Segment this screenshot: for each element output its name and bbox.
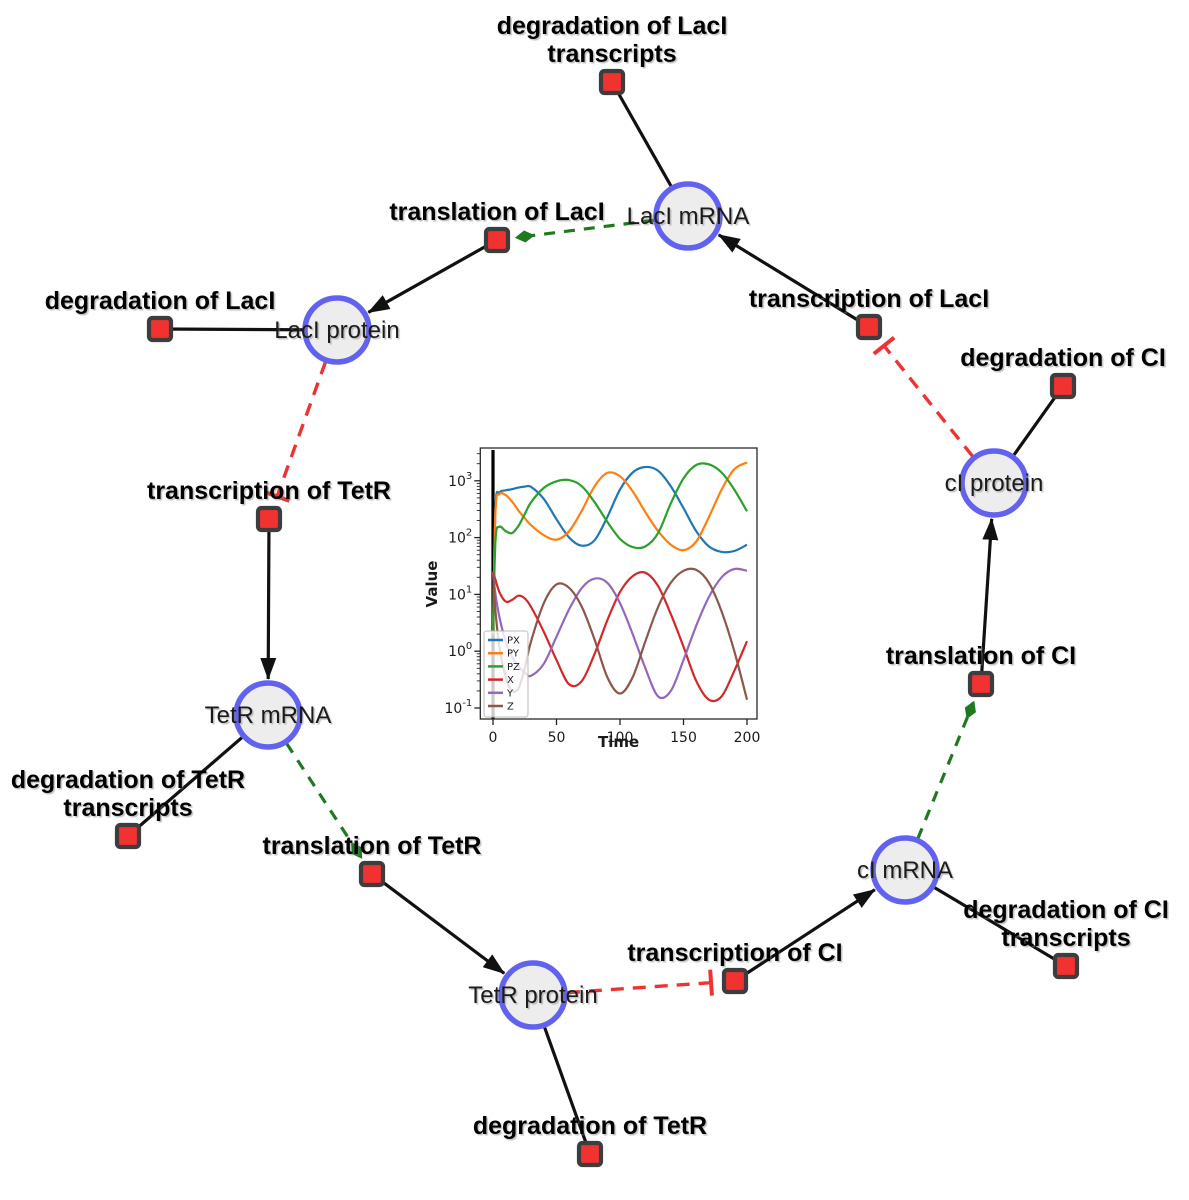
chart-legend-box [483,630,529,718]
y-tick-label: 100 [448,641,472,660]
edge-production-tx_tetr-tetr_mrna [260,518,277,681]
species-node-tetr_mrna [233,680,303,750]
edge-modifier-ci_mrna-transl_ci [916,700,976,840]
y-tick-label: 10-1 [444,698,472,717]
chart-series-PY-line [491,461,748,635]
x-tick-label: 200 [734,730,761,746]
species-node-ci_mrna [870,835,940,905]
reaction-node-transl_tetr [358,860,386,888]
species-label-tetr_protein: TetR protein [468,982,597,1009]
reaction-node-deg_tetr [576,1140,604,1168]
legend-label-PX: PX [507,636,520,647]
chart-series-X-line [491,571,749,703]
species-node-laci_protein [302,295,372,365]
x-tick-label: 150 [670,730,697,746]
species-label-ci_mrna: cI mRNA [857,857,953,884]
reaction-label-deg_tetr: degradation of TetR [473,1112,707,1140]
edge-inhibition-tetr_protein-tx_ci-tee-icon [708,969,714,996]
edge-inhibition-tetr_protein-tx_ci [566,980,712,995]
legend-label-Y: Y [506,688,514,699]
edge-production-transl_laci-laci_protein [367,238,498,314]
y-tick-label: 103 [448,471,472,490]
reaction-label-tx_tetr: transcription of TetR [147,477,391,505]
edge-modifier-tetr_mrna-transl_tetr [285,742,363,859]
chart-series-PZ-line [491,462,748,635]
reaction-node-deg_laci [146,315,174,343]
reaction-label-deg_ci_tx: degradation of CI transcripts [963,896,1169,952]
chart-axes-box [479,447,758,720]
legend-label-PY: PY [507,649,520,660]
edge-inhibition-ci_protein-tx_laci-tee-icon [872,336,896,356]
reaction-node-deg_ci [1049,372,1077,400]
x-tick-label: 50 [548,730,566,746]
inset-chart: 0 50 100 150 200 10-1 100 101 102 103 Time Value PX P… [423,447,761,751]
edge-production-transl_tetr-tetr_protein [371,872,506,975]
species-label-ci_protein: cI protein [945,470,1044,497]
reaction-label-transl_tetr: translation of TetR [263,832,482,860]
edge-production-tx_ci-ci_mrna [734,888,876,983]
reaction-label-deg_laci_tx: degradation of LacI transcripts [497,12,728,68]
reaction-node-transl_ci [967,670,995,698]
reaction-label-transl_ci: translation of CI [886,642,1076,670]
x-axis-label: Time [598,733,639,751]
species-node-tetr_protein [498,960,568,1030]
species-label-tetr_mrna: TetR mRNA [205,702,332,729]
chart-series-PX-line [491,465,748,635]
nodes-layer [114,68,1080,1168]
y-axis-label: Value [423,561,441,608]
species-label-laci_protein: LacI protein [274,317,399,344]
edge-inhibition-ci_protein-tx_laci [882,344,975,458]
species-node-ci_protein [959,448,1029,518]
reaction-label-tx_laci: transcription of LacI [749,285,989,313]
reaction-node-deg_ci_tx [1052,952,1080,980]
edge-inhibition-laci_protein-tx_tetr-tee-icon [264,490,291,503]
reaction-label-tx_ci: transcription of CI [627,939,842,967]
reaction-label-deg_ci: degradation of CI [960,344,1166,372]
edge-production-tx_laci-laci_mrna [717,233,870,329]
reaction-label-transl_laci: translation of LacI [389,198,604,226]
reaction-node-tx_tetr [255,505,283,533]
edge-production-transl_ci-ci_protein [979,517,999,685]
x-tick-label: 100 [607,730,634,746]
reaction-node-tx_laci [855,313,883,341]
edge-inhibition-laci_protein-tx_tetr [275,361,328,497]
labels-layer: LacI mRNA LacI protein TetR mRNA TetR prote… [11,12,1169,1140]
species-label-laci_mrna: LacI mRNA [627,203,750,230]
y-tick-label: 101 [448,584,472,603]
reaction-label-deg_laci: degradation of LacI [45,287,276,315]
edge-modifier-laci_mrna-transl_laci [514,218,655,243]
reaction-node-tx_ci [721,967,749,995]
species-node-laci_mrna [653,181,723,251]
legend-label-Z: Z [507,702,514,713]
x-tick-label: 0 [489,730,498,746]
y-tick-label: 102 [448,528,472,547]
reaction-label-deg_tetr_tx: degradation of TetR transcripts [11,766,245,822]
reaction-node-deg_tetr_tx [114,822,142,850]
legend-label-X: X [507,675,514,686]
legend-label-PZ: PZ [507,662,520,673]
reaction-node-transl_laci [483,226,511,254]
reaction-node-deg_laci_tx [598,68,626,96]
